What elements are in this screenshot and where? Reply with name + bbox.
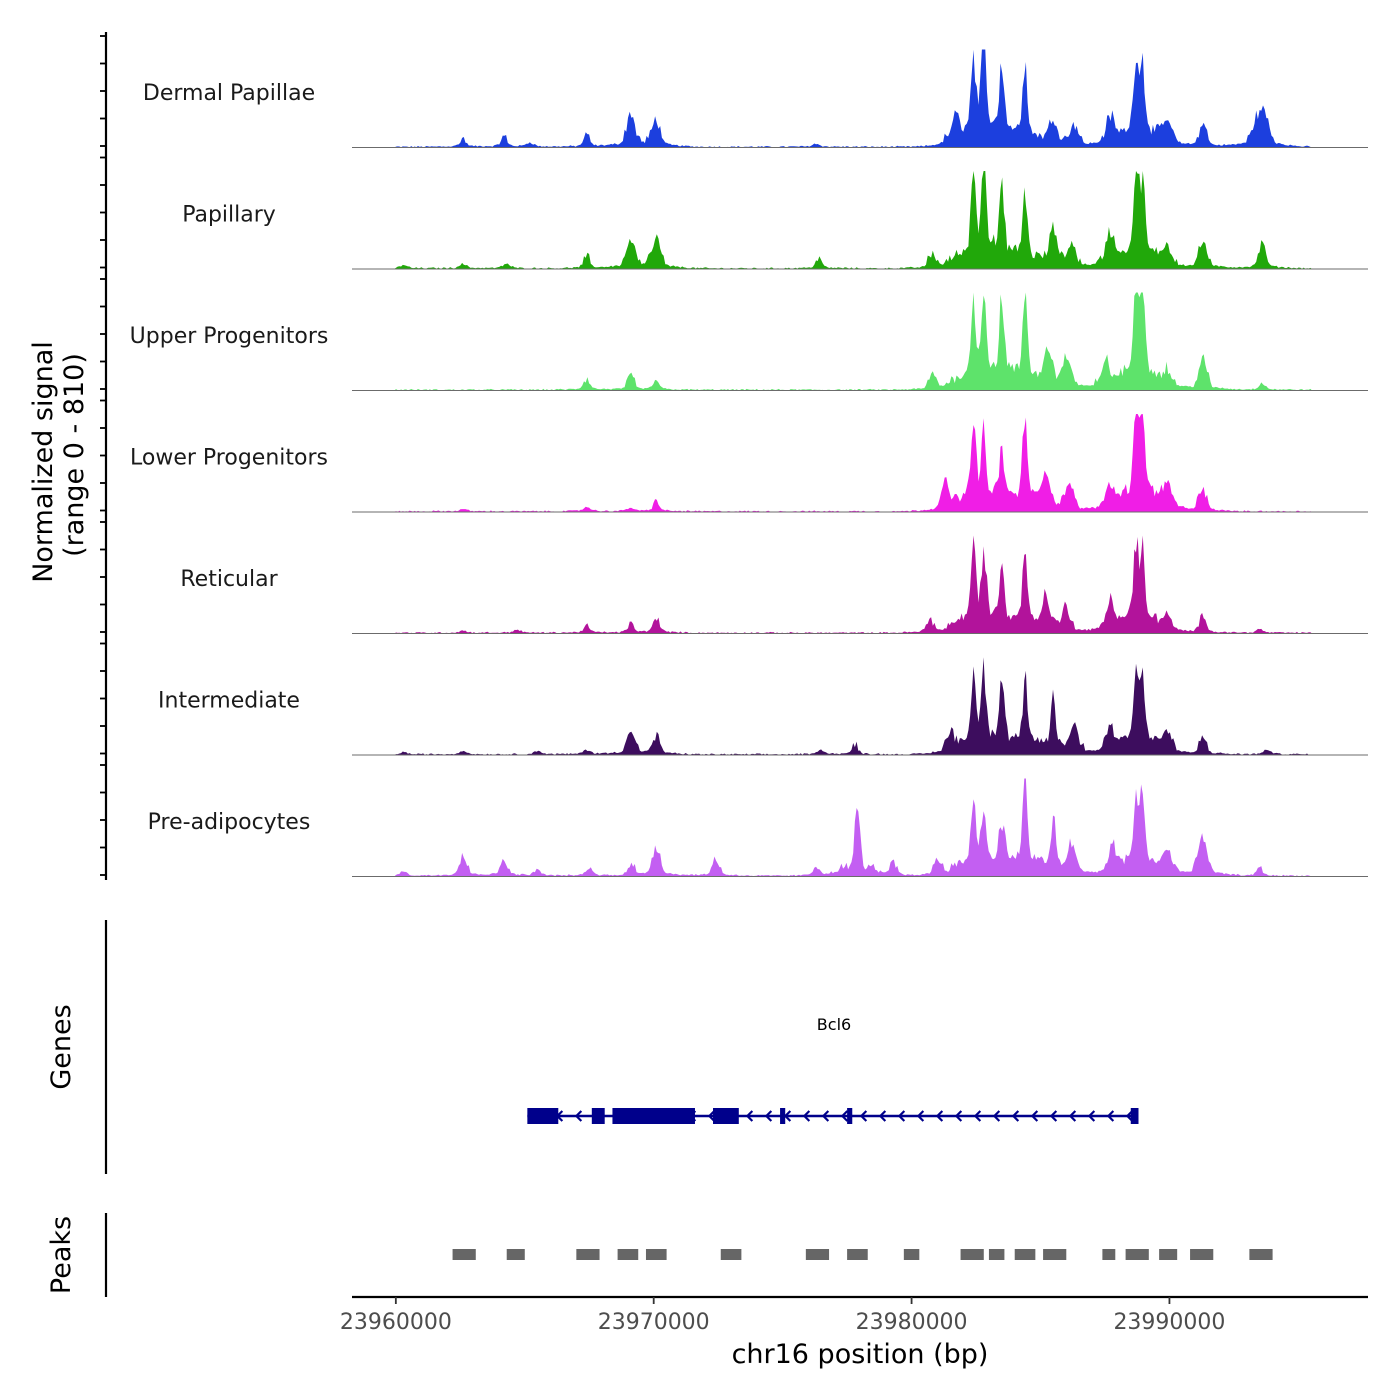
gene-exon bbox=[847, 1108, 853, 1124]
strand-arrow bbox=[973, 1110, 982, 1122]
signal-tracks: Dermal Papillae Papillary Upper Progenitor… bbox=[130, 49, 1368, 877]
strand-arrow bbox=[916, 1110, 925, 1122]
signal-area bbox=[352, 535, 1368, 634]
track-6: Pre-adipocytes bbox=[148, 778, 1368, 877]
peak-region bbox=[645, 1249, 667, 1260]
signal-area bbox=[352, 657, 1368, 755]
strand-arrow bbox=[745, 1110, 754, 1122]
x-tick-label: 23960000 bbox=[340, 1310, 452, 1335]
peak-region bbox=[452, 1249, 476, 1260]
peak-track bbox=[452, 1249, 1273, 1260]
strand-arrow bbox=[783, 1110, 792, 1122]
gene-exon bbox=[713, 1108, 739, 1124]
track-label: Dermal Papillae bbox=[143, 81, 315, 106]
track-3: Lower Progenitors bbox=[130, 414, 1368, 513]
y-axis-title-line1: Normalized signal bbox=[28, 341, 59, 583]
peak-region bbox=[1102, 1249, 1116, 1260]
strand-arrow bbox=[859, 1110, 868, 1122]
peak-region bbox=[1014, 1249, 1036, 1260]
peak-region bbox=[506, 1249, 525, 1260]
peak-region bbox=[617, 1249, 639, 1260]
track-label: Papillary bbox=[182, 203, 276, 228]
peak-region bbox=[1159, 1249, 1178, 1260]
peak-region bbox=[847, 1249, 868, 1260]
gene-exon bbox=[780, 1108, 786, 1124]
gene-exon bbox=[591, 1108, 605, 1124]
strand-arrow bbox=[935, 1110, 944, 1122]
strand-arrow bbox=[802, 1110, 811, 1122]
peaks-axis-title: Peaks bbox=[46, 1216, 77, 1294]
peak-region bbox=[576, 1249, 600, 1260]
x-tick-label: 23990000 bbox=[1113, 1310, 1225, 1335]
track-5: Intermediate bbox=[158, 657, 1368, 756]
strand-arrow bbox=[992, 1110, 1001, 1122]
track-label: Pre-adipocytes bbox=[148, 810, 311, 835]
track-4: Reticular bbox=[180, 535, 1368, 634]
strand-arrow bbox=[897, 1110, 906, 1122]
strand-arrow bbox=[1087, 1110, 1096, 1122]
track-2: Upper Progenitors bbox=[130, 292, 1368, 391]
gene-exon bbox=[612, 1108, 695, 1124]
gene-exon bbox=[1130, 1108, 1139, 1124]
strand-arrow bbox=[878, 1110, 887, 1122]
strand-arrow bbox=[574, 1110, 583, 1122]
signal-area bbox=[352, 171, 1368, 269]
strand-arrow bbox=[764, 1110, 773, 1122]
strand-arrow bbox=[1049, 1110, 1058, 1122]
strand-arrow bbox=[1011, 1110, 1020, 1122]
strand-arrow bbox=[1030, 1110, 1039, 1122]
gene-name: Bcl6 bbox=[817, 1015, 851, 1034]
peak-region bbox=[805, 1249, 830, 1260]
strand-arrow bbox=[821, 1110, 830, 1122]
track-0: Dermal Papillae bbox=[143, 49, 1368, 148]
strand-arrow bbox=[1106, 1110, 1115, 1122]
strand-arrow bbox=[954, 1110, 963, 1122]
gene-exon bbox=[527, 1108, 559, 1124]
left-axes bbox=[100, 32, 108, 1297]
x-tick-label: 23970000 bbox=[598, 1310, 710, 1335]
peak-region bbox=[1125, 1249, 1149, 1260]
track-label: Upper Progenitors bbox=[130, 324, 329, 349]
strand-arrow bbox=[1068, 1110, 1077, 1122]
signal-area bbox=[352, 778, 1368, 877]
genes-axis-title: Genes bbox=[46, 1004, 77, 1089]
signal-area bbox=[352, 292, 1368, 391]
peak-region bbox=[1043, 1249, 1067, 1260]
x-axis: 23960000 23970000 23980000 23990000 bbox=[340, 1295, 1368, 1335]
peak-region bbox=[960, 1249, 984, 1260]
strand-arrow bbox=[840, 1110, 849, 1122]
gene-track: Bcl6 bbox=[527, 1015, 1139, 1124]
track-label: Lower Progenitors bbox=[130, 446, 328, 471]
x-axis-title: chr16 position (bp) bbox=[732, 1339, 989, 1370]
peak-region bbox=[988, 1249, 1005, 1260]
x-tick-label: 23980000 bbox=[856, 1310, 968, 1335]
track-label: Intermediate bbox=[158, 689, 300, 714]
track-1: Papillary bbox=[182, 171, 1368, 270]
peak-region bbox=[903, 1249, 920, 1260]
peak-region bbox=[1249, 1249, 1273, 1260]
y-axis-title-line2: (range 0 - 810) bbox=[59, 353, 90, 557]
strand-arrow bbox=[1125, 1110, 1134, 1122]
strand-arrow bbox=[707, 1110, 716, 1122]
signal-area bbox=[352, 414, 1368, 512]
peak-region bbox=[720, 1249, 742, 1260]
peak-region bbox=[1190, 1249, 1214, 1260]
signal-area bbox=[352, 49, 1368, 148]
track-label: Reticular bbox=[180, 567, 278, 592]
